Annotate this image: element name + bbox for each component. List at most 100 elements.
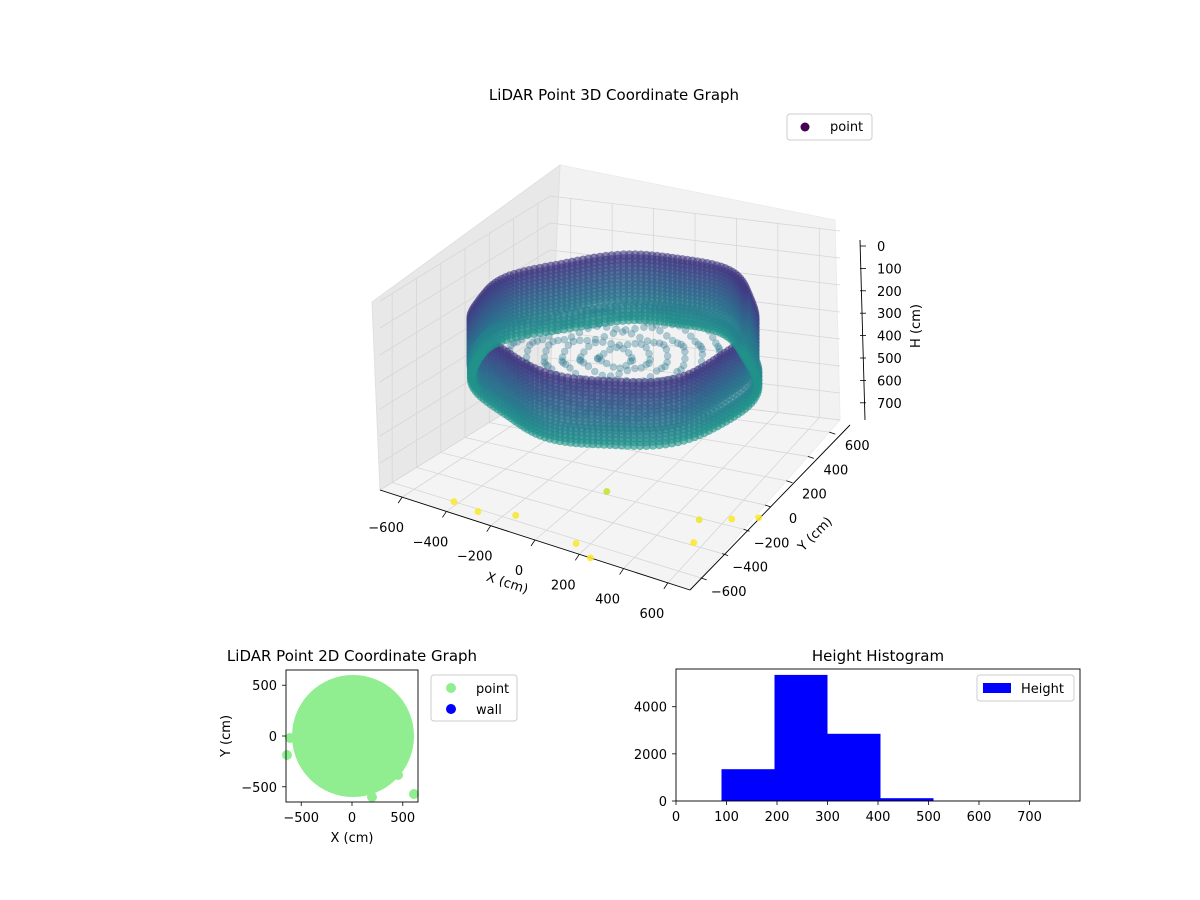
x-tick-3d	[619, 568, 624, 575]
cloud-point	[576, 353, 585, 361]
legend-hist: Height	[976, 674, 1075, 702]
cloud-point	[603, 487, 611, 495]
cloud-point	[567, 333, 576, 342]
cloud-point	[529, 338, 537, 347]
legend-2d: point wall	[430, 674, 518, 722]
legend-3d-point-marker	[800, 122, 810, 132]
x-tick-label-3d: −600	[368, 521, 404, 536]
grid-line-h	[379, 195, 841, 302]
cloud-point	[607, 339, 615, 348]
cloud-point	[631, 324, 639, 333]
cloud-point	[627, 329, 636, 338]
cloud-point	[637, 340, 646, 349]
z-tick-label-3d: 700	[877, 397, 902, 412]
cloud-point	[576, 357, 585, 365]
cloud-point	[558, 353, 567, 362]
cloud-point	[698, 345, 707, 354]
cloud-point	[542, 347, 550, 355]
cloud-point	[691, 337, 700, 346]
x-tick-3d	[397, 496, 403, 504]
z-axis-label-3d: H (cm)	[909, 304, 924, 348]
point-outlier-2d	[393, 770, 403, 780]
cloud-point	[755, 514, 763, 522]
x-tick-3d	[442, 511, 447, 518]
y-tick-label-3d: 600	[845, 439, 870, 454]
x-axis-label-2d: X (cm)	[331, 831, 374, 846]
cloud-point	[584, 362, 593, 371]
cloud-point	[642, 360, 650, 369]
x-tick-label-2d: −500	[283, 811, 319, 826]
point-cloud-3d	[450, 250, 763, 562]
cloud-point	[656, 326, 664, 335]
y-tick-3d	[743, 528, 750, 532]
grid-line-h	[379, 222, 841, 329]
z-tick-label-3d: 200	[877, 285, 902, 300]
legend-3d-point-label: point	[830, 120, 863, 135]
x-tick-3d	[486, 525, 492, 532]
cloud-point	[648, 323, 657, 332]
cloud-point	[599, 349, 608, 358]
cloud-point	[598, 338, 607, 346]
cloud-point	[662, 345, 671, 354]
point-outlier-2d	[285, 733, 295, 743]
cloud-point	[554, 336, 562, 345]
chart-2d-title: LiDAR Point 2D Coordinate Graph	[227, 647, 477, 665]
legend-2d-wall-marker	[446, 704, 456, 714]
cloud-point	[679, 361, 688, 370]
y-tick-label-2d: 500	[252, 679, 277, 694]
cloud-point	[594, 355, 602, 363]
x-tick-label-hist: 100	[714, 810, 739, 825]
cloud-point	[580, 348, 588, 356]
cloud-point	[564, 341, 573, 350]
y-tick-label-3d: −400	[732, 561, 768, 576]
cloud-point	[714, 342, 722, 351]
cloud-point	[631, 364, 639, 373]
cloud-point	[544, 362, 552, 370]
grid-line-h	[379, 249, 841, 356]
cloud-point	[525, 341, 534, 349]
cloud-point	[621, 326, 630, 334]
cloud-point	[662, 332, 671, 340]
z-tick-label-3d: 400	[877, 330, 902, 345]
cloud-point	[668, 336, 677, 345]
legend-hist-frame	[976, 674, 1075, 702]
cloud-point	[597, 356, 606, 365]
x-tick-label-hist: 600	[967, 810, 992, 825]
cloud-point	[673, 339, 682, 347]
cloud-point	[646, 355, 654, 364]
x-tick-label-3d: 400	[595, 593, 620, 608]
z-tick-label-3d: 300	[877, 307, 902, 322]
y-tick-3d	[700, 577, 707, 581]
ticks-2d: −500 0 500 500 0 −500	[241, 679, 415, 826]
legend-hist-label: Height	[1021, 682, 1064, 697]
y-tick-label-3d: 200	[802, 488, 827, 503]
legend-2d-point-marker	[446, 683, 456, 693]
y-tick-label-3d: −200	[754, 536, 790, 551]
cloud-point	[612, 343, 621, 352]
x-tick-label-3d: 0	[515, 564, 523, 579]
x-tick-label-2d: 500	[390, 811, 415, 826]
x-tick-label-hist: 500	[916, 810, 941, 825]
y-tick-3d	[786, 480, 793, 484]
cloud-point	[663, 358, 671, 367]
cloud-point	[681, 354, 689, 363]
cloud-point	[698, 350, 707, 359]
cloud-point	[623, 340, 632, 349]
cloud-point	[572, 539, 580, 547]
cloud-point	[643, 337, 652, 345]
cloud-point	[609, 329, 618, 338]
legend-2d-point-label: point	[476, 682, 509, 697]
cloud-point	[560, 335, 569, 344]
cloud-point	[624, 349, 633, 357]
cloud-point	[576, 336, 584, 345]
cloud-point	[616, 364, 625, 372]
cloud-point	[591, 338, 600, 347]
cloud-point	[618, 328, 627, 336]
cloud-point	[541, 360, 550, 369]
point-outlier-2d	[282, 750, 292, 760]
cloud-point	[540, 358, 549, 366]
cloud-point	[533, 337, 542, 345]
ticks-hist: 0 100 200 300 400 500 600 700 0 2000 4000	[634, 701, 1042, 825]
point-disc-2d	[292, 675, 414, 797]
